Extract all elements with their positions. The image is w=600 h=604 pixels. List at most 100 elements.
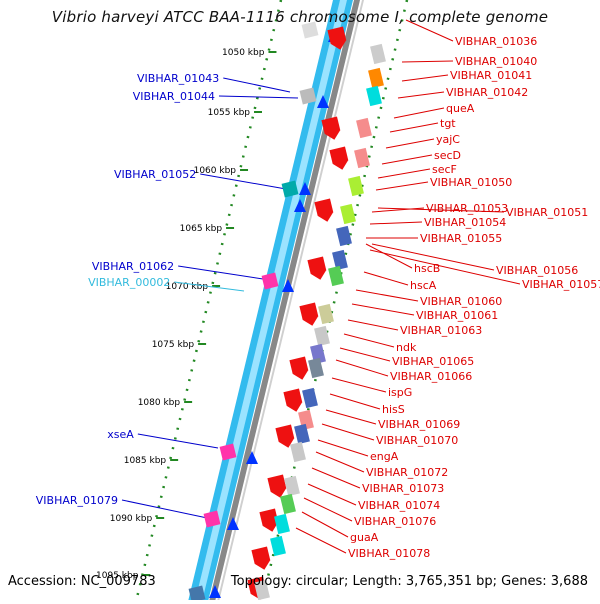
- forward-gene-connector: [121, 499, 213, 520]
- reverse-gene-label[interactable]: engA: [370, 450, 399, 463]
- reverse-gene-glyph[interactable]: [290, 441, 306, 463]
- forward-gene-glyph[interactable]: [261, 272, 279, 290]
- reverse-arrow-glyph[interactable]: [267, 474, 288, 499]
- reverse-gene-glyph[interactable]: [254, 579, 270, 601]
- reverse-gene-glyph[interactable]: [280, 493, 296, 515]
- reverse-gene-glyph[interactable]: [294, 423, 310, 445]
- reverse-gene-glyph[interactable]: [270, 535, 286, 557]
- reverse-arrow-glyph[interactable]: [307, 256, 328, 281]
- reverse-gene-glyph[interactable]: [336, 225, 352, 247]
- forward-gene-glyph[interactable]: [188, 585, 206, 603]
- reverse-gene-glyph[interactable]: [308, 357, 324, 379]
- reverse-gene-label[interactable]: VIBHAR_01051: [506, 206, 588, 219]
- reverse-gene-connector: [377, 168, 431, 179]
- reverse-arrow-glyph[interactable]: [321, 116, 342, 141]
- reverse-gene-label[interactable]: VIBHAR_01055: [420, 232, 502, 245]
- forward-gene-glyph[interactable]: [301, 21, 319, 39]
- reverse-gene-connector: [377, 207, 505, 213]
- reverse-gene-glyph[interactable]: [310, 343, 326, 365]
- forward-gene-label[interactable]: xseA: [107, 428, 134, 441]
- reverse-gene-glyph[interactable]: [328, 265, 344, 287]
- reverse-gene-label[interactable]: VIBHAR_01061: [416, 309, 498, 322]
- reverse-gene-label[interactable]: hisS: [382, 403, 405, 416]
- reverse-gene-glyph[interactable]: [302, 387, 318, 409]
- reverse-gene-label[interactable]: VIBHAR_01041: [450, 69, 532, 82]
- reverse-arrow-glyph[interactable]: [283, 388, 304, 413]
- reverse-gene-glyph[interactable]: [356, 117, 372, 139]
- reverse-gene-connector: [381, 154, 433, 165]
- reverse-gene-connector: [343, 333, 395, 348]
- reverse-gene-label[interactable]: VIBHAR_01042: [446, 86, 528, 99]
- forward-gene-label[interactable]: VIBHAR_01044: [133, 90, 215, 103]
- backbone-grey: [209, 0, 360, 600]
- reverse-gene-label[interactable]: VIBHAR_01057: [522, 278, 600, 291]
- reverse-gene-label[interactable]: VIBHAR_01054: [424, 216, 506, 229]
- reverse-gene-label[interactable]: VIBHAR_01053: [426, 202, 508, 215]
- reverse-gene-glyph[interactable]: [370, 43, 386, 65]
- reverse-gene-label[interactable]: VIBHAR_01050: [430, 176, 512, 189]
- reverse-gene-label[interactable]: hscB: [414, 262, 440, 275]
- reverse-arrow-glyph[interactable]: [299, 302, 320, 327]
- reverse-gene-label[interactable]: VIBHAR_01040: [455, 55, 537, 68]
- forward-gene-label[interactable]: VIBHAR_00002: [88, 276, 170, 289]
- reverse-gene-glyph[interactable]: [340, 203, 356, 225]
- reverse-gene-label[interactable]: VIBHAR_01072: [366, 466, 448, 479]
- reverse-arrow-glyph[interactable]: [275, 424, 296, 449]
- reverse-gene-glyph[interactable]: [366, 85, 382, 107]
- forward-gene-glyph[interactable]: [203, 510, 221, 528]
- reverse-gene-label[interactable]: ispG: [388, 386, 412, 399]
- reverse-gene-label[interactable]: yajC: [436, 133, 460, 146]
- reverse-gene-glyph[interactable]: [284, 475, 300, 497]
- forward-gene-connector: [200, 173, 287, 190]
- forward-gene-label[interactable]: VIBHAR_01062: [92, 260, 174, 273]
- forward-gene-connector: [137, 433, 219, 449]
- reverse-gene-label[interactable]: VIBHAR_01066: [390, 370, 472, 383]
- reverse-arrow-glyph[interactable]: [314, 198, 335, 223]
- reverse-gene-glyph[interactable]: [332, 249, 348, 271]
- reverse-gene-connector: [369, 221, 423, 225]
- reverse-arrow-glyph[interactable]: [289, 356, 310, 381]
- reverse-arrow-glyph[interactable]: [251, 546, 272, 571]
- reverse-gene-label[interactable]: ndk: [396, 341, 417, 354]
- reverse-gene-label[interactable]: VIBHAR_01060: [420, 295, 502, 308]
- reverse-gene-glyph[interactable]: [318, 303, 334, 325]
- forward-gene-glyph[interactable]: [219, 443, 237, 461]
- reverse-gene-label[interactable]: tgt: [440, 117, 456, 130]
- reverse-arrow-glyph[interactable]: [327, 26, 348, 51]
- reverse-gene-label[interactable]: VIBHAR_01056: [496, 264, 578, 277]
- reverse-gene-label[interactable]: VIBHAR_01070: [376, 434, 458, 447]
- reverse-gene-connector: [315, 451, 365, 473]
- reverse-gene-label[interactable]: secD: [434, 149, 461, 162]
- reverse-gene-glyph[interactable]: [354, 147, 370, 169]
- forward-gene-label[interactable]: VIBHAR_01052: [114, 168, 196, 181]
- forward-arrow-glyph: [299, 182, 311, 195]
- forward-gene-label[interactable]: VIBHAR_01079: [36, 494, 118, 507]
- forward-gene-glyph[interactable]: [299, 87, 317, 105]
- reverse-gene-connector: [301, 511, 349, 538]
- reverse-gene-label[interactable]: secF: [432, 163, 457, 176]
- reverse-gene-label[interactable]: VIBHAR_01073: [362, 482, 444, 495]
- reverse-gene-label[interactable]: VIBHAR_01078: [348, 547, 430, 560]
- reverse-gene-label[interactable]: VIBHAR_01074: [358, 499, 440, 512]
- reverse-gene-label[interactable]: guaA: [350, 531, 379, 544]
- reverse-gene-label[interactable]: VIBHAR_01065: [392, 355, 474, 368]
- reverse-gene-label[interactable]: VIBHAR_01063: [400, 324, 482, 337]
- forward-gene-label[interactable]: VIBHAR_01043: [137, 72, 219, 85]
- reverse-gene-label[interactable]: VIBHAR_01069: [378, 418, 460, 431]
- reverse-gene-label[interactable]: VIBHAR_01036: [455, 35, 537, 48]
- reverse-gene-label[interactable]: hscA: [410, 279, 437, 292]
- reverse-gene-glyph[interactable]: [314, 325, 330, 347]
- reverse-gene-label[interactable]: VIBHAR_01076: [354, 515, 436, 528]
- reverse-gene-connector: [385, 138, 435, 149]
- reverse-gene-glyph[interactable]: [368, 67, 384, 89]
- reverse-gene-label[interactable]: queA: [446, 102, 475, 115]
- reverse-gene-glyph[interactable]: [348, 175, 364, 197]
- forward-gene-glyph[interactable]: [281, 180, 299, 198]
- reverse-arrow-glyph[interactable]: [329, 146, 350, 171]
- reverse-gene-connector: [405, 19, 454, 42]
- reverse-gene-glyph[interactable]: [274, 513, 290, 535]
- reverse-gene-connector: [401, 60, 454, 63]
- reverse-arrow-glyph[interactable]: [259, 508, 280, 533]
